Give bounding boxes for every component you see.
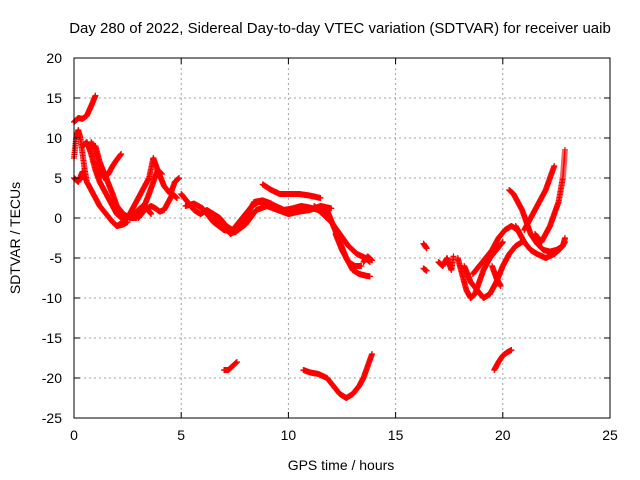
y-tick-label: 15 — [46, 90, 62, 106]
x-tick-label: 0 — [70, 427, 78, 443]
series-arc-30 — [491, 347, 515, 373]
x-tick-label: 25 — [602, 427, 618, 443]
series-arc-25 — [489, 263, 504, 289]
data-point — [450, 253, 457, 260]
data-point — [317, 195, 324, 201]
series-arc-05 — [71, 168, 88, 185]
series-arc-08 — [135, 191, 180, 221]
data-point — [148, 211, 155, 217]
data-points — [71, 92, 568, 401]
y-tick-label: -10 — [42, 290, 62, 306]
y-tick-label: 5 — [54, 170, 62, 186]
x-tick-label: 5 — [177, 427, 185, 443]
series-arc-20 — [420, 265, 430, 274]
data-point — [358, 263, 365, 269]
data-point — [233, 359, 240, 365]
data-point — [551, 163, 558, 169]
series-arc-29 — [531, 147, 568, 245]
chart-title: Day 280 of 2022, Sidereal Day-to-day VTE… — [69, 20, 611, 37]
data-point — [369, 351, 376, 357]
series-arc-17 — [221, 359, 240, 373]
axis-ticks: 0 5 10 15 20 25 -25 -20 -15 -10 -5 0 5 10 15 20 — [42, 50, 618, 443]
data-point — [173, 195, 180, 201]
grid-lines — [74, 58, 610, 418]
y-tick-label: -20 — [42, 370, 62, 386]
series-arc-13 — [311, 203, 373, 265]
y-tick-label: 10 — [46, 130, 62, 146]
data-point — [499, 239, 506, 245]
y-axis-label: SDTVAR / TECUs — [7, 182, 23, 294]
data-point — [81, 176, 88, 183]
series-arc-21 — [435, 253, 457, 273]
series-arc-12 — [259, 181, 324, 201]
data-point — [369, 257, 376, 264]
data-point — [423, 245, 430, 252]
data-point — [508, 347, 515, 353]
y-tick-label: 20 — [46, 50, 62, 66]
series-arc-15 — [332, 231, 365, 269]
data-point — [268, 200, 275, 207]
y-tick-label: 0 — [54, 210, 62, 226]
x-axis-label: GPS time / hours — [288, 457, 395, 473]
data-point — [561, 239, 568, 245]
data-point — [328, 205, 335, 212]
series-arc-28 — [521, 163, 558, 233]
plot-frame — [73, 57, 611, 419]
series-arc-01 — [71, 92, 99, 125]
data-point — [366, 273, 373, 280]
y-tick-label: -5 — [50, 250, 63, 266]
data-point — [423, 267, 430, 274]
data-point — [176, 175, 183, 181]
series-arc-27 — [512, 223, 568, 261]
x-tick-label: 10 — [281, 427, 297, 443]
series-arc-11 — [210, 197, 275, 237]
data-point — [561, 147, 568, 153]
x-tick-label: 15 — [388, 427, 404, 443]
x-tick-label: 20 — [495, 427, 511, 443]
data-point — [92, 92, 99, 99]
series-arc-18 — [300, 351, 376, 401]
series-arc-19 — [420, 240, 430, 252]
data-point — [497, 283, 504, 289]
y-tick-label: -25 — [42, 410, 62, 426]
series-arc-16 — [360, 253, 376, 265]
data-point — [118, 151, 125, 157]
y-tick-label: -15 — [42, 330, 62, 346]
